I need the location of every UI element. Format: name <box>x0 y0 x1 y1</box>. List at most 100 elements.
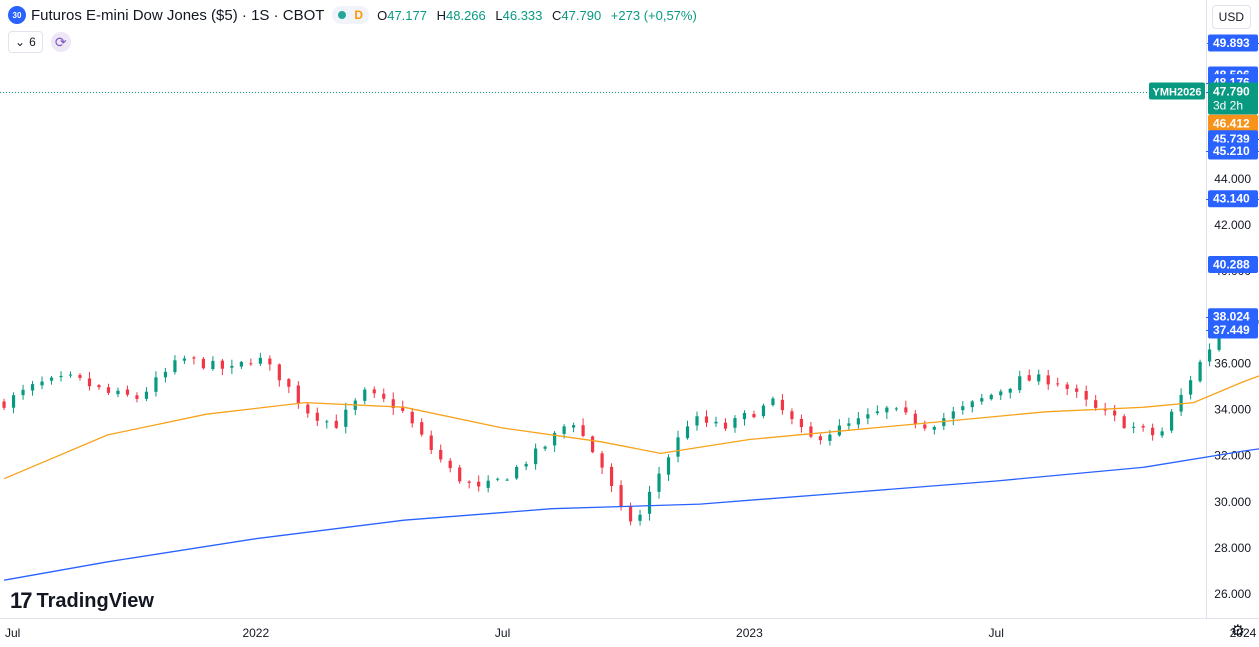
candle-body <box>856 418 860 425</box>
candle-body <box>144 391 149 399</box>
candle <box>49 375 54 385</box>
candle-body <box>1189 380 1193 395</box>
candle <box>21 384 25 400</box>
candle <box>1113 404 1117 422</box>
candle-body <box>182 358 187 361</box>
candle-body <box>230 365 234 368</box>
candle-body <box>600 453 604 468</box>
candle <box>847 417 851 431</box>
last-price-value: 47.790 <box>1213 85 1250 99</box>
candle-body <box>21 389 25 396</box>
symbol-tag: YMH2026 <box>1153 87 1202 99</box>
candle-body <box>1170 411 1174 431</box>
ohlc-readout: O47.177 H48.266 L46.333 C47.790 +273 (+0… <box>377 8 697 23</box>
price-tag-bg <box>1208 142 1258 160</box>
candle-body <box>970 401 974 408</box>
y-tick-label: 26.000 <box>1214 587 1251 601</box>
price-tag-label: 38.024 <box>1213 310 1250 324</box>
candle-body <box>391 399 395 409</box>
market-status-pill[interactable]: D <box>332 6 370 24</box>
candle-body <box>619 485 623 507</box>
candle-body <box>543 446 547 449</box>
tradingview-logo[interactable]: 17 TradingView <box>10 588 154 614</box>
candle-body <box>628 506 633 522</box>
last-price-tag-bg <box>1208 82 1258 115</box>
candle-body <box>1094 400 1098 408</box>
candle-body <box>192 357 196 359</box>
indicator-row: ⌄ 6 ⟳ <box>8 31 71 53</box>
candle <box>467 480 471 489</box>
chart-header: 30 Futuros E-mini Dow Jones ($5) · 1S · … <box>0 0 697 30</box>
candle-body <box>942 418 946 427</box>
candle-body <box>1084 390 1088 400</box>
candle-body <box>562 426 566 434</box>
candle-body <box>1103 408 1107 411</box>
candle-body <box>325 421 329 423</box>
candle-body <box>1065 384 1069 389</box>
price-tag: 49.893 <box>1208 34 1258 52</box>
candle-body <box>287 379 291 387</box>
gear-icon[interactable]: ⚙ <box>1230 623 1245 640</box>
candle-body <box>268 358 272 365</box>
candle-body <box>666 457 671 475</box>
tradingview-logo-icon: 17 <box>10 588 33 613</box>
candle <box>258 352 262 367</box>
candle-body <box>828 434 832 441</box>
candle <box>2 398 6 410</box>
candle-body <box>999 391 1003 396</box>
refresh-icon[interactable]: ⟳ <box>50 32 71 52</box>
candle <box>913 409 917 429</box>
indicators-toggle-button[interactable]: ⌄ 6 <box>8 31 43 53</box>
candle-body <box>11 395 16 408</box>
candle-body <box>885 407 889 413</box>
candle-body <box>401 407 405 411</box>
candle-body <box>989 394 993 400</box>
candle <box>363 387 367 405</box>
candle-body <box>40 381 44 386</box>
candle <box>277 363 281 387</box>
candle <box>780 394 785 415</box>
candle-body <box>97 385 101 388</box>
candle <box>515 464 519 481</box>
candle <box>1122 414 1126 430</box>
candle-body <box>448 460 452 469</box>
candle-body <box>30 384 35 391</box>
candle-body <box>1198 361 1202 382</box>
candle-body <box>752 414 756 418</box>
candle-body <box>771 398 775 406</box>
candle <box>40 376 44 390</box>
candle <box>1151 423 1155 441</box>
candle <box>676 430 680 463</box>
candle-body <box>932 426 936 430</box>
candle <box>534 443 538 470</box>
candle <box>135 392 139 403</box>
currency-selector[interactable]: USD <box>1211 5 1251 29</box>
price-tag-label: 49.893 <box>1213 36 1250 50</box>
candle <box>543 445 547 452</box>
candle-body <box>638 514 642 521</box>
candle <box>704 410 709 428</box>
y-tick-label: 34.000 <box>1214 403 1251 417</box>
candle <box>723 418 728 431</box>
candle <box>695 411 699 431</box>
candle <box>296 381 300 409</box>
candle-body <box>799 418 804 428</box>
candle <box>78 373 82 381</box>
symbol-title[interactable]: Futuros E-mini Dow Jones ($5) · 1S · CBO… <box>31 6 325 24</box>
candle-body <box>201 358 206 369</box>
candle-body <box>904 407 908 413</box>
x-tick-label: 2022 <box>242 626 269 640</box>
symbol-icon[interactable]: 30 <box>8 6 26 24</box>
candle <box>448 458 452 473</box>
candle <box>315 407 319 427</box>
candle-body <box>439 449 443 460</box>
candle-body <box>410 411 414 424</box>
y-tick-label: 36.000 <box>1214 356 1251 370</box>
candle-body <box>733 418 737 428</box>
candle <box>144 387 149 402</box>
candle-body <box>647 491 652 514</box>
candle <box>116 387 120 398</box>
candle-body <box>125 389 130 395</box>
